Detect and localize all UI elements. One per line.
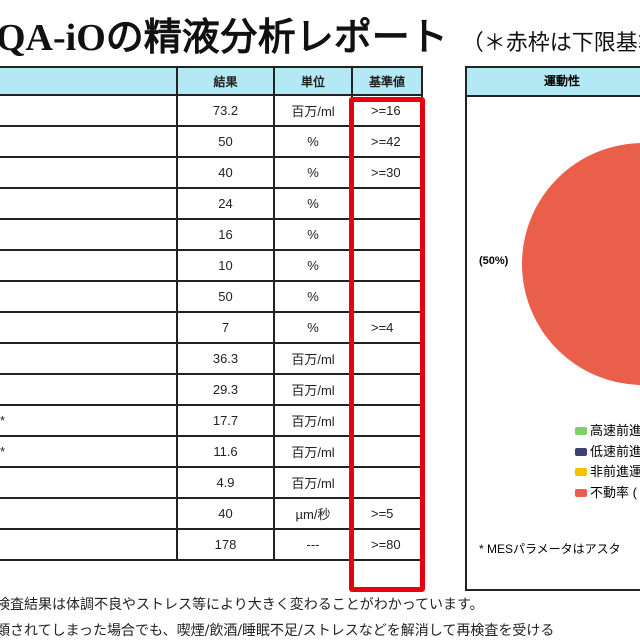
table-row: * 11.6 百万/ml <box>0 435 423 468</box>
cell-item <box>0 156 178 189</box>
page-title: QA-iOの精液分析レポート （＊赤枠は下限基準 <box>0 6 640 61</box>
cell-unit: 百万/ml <box>273 435 353 468</box>
cell-reference <box>351 404 423 437</box>
cell-item <box>0 373 178 406</box>
cell-item <box>0 187 178 220</box>
pie-slice-immotile <box>522 143 640 385</box>
cell-unit: % <box>273 280 353 313</box>
legend-label: 非前進運 <box>590 464 640 479</box>
cell-result: 16 <box>176 218 275 251</box>
cell-unit: % <box>273 156 353 189</box>
table-header-row: 結果 単位 基準値 <box>0 66 423 96</box>
cell-unit: % <box>273 187 353 220</box>
cell-result: 178 <box>176 528 275 561</box>
header-item <box>0 66 178 96</box>
pie-label: (50%) <box>479 255 509 267</box>
table-row: 7% >=4 <box>0 311 423 344</box>
footer-line: 検査結果は体調不良やストレス等により大きく変わることがわかっています。 <box>0 597 484 613</box>
cell-item: * <box>0 435 178 468</box>
cell-reference <box>351 218 423 251</box>
cell-unit: µm/秒 <box>273 497 353 530</box>
cell-result: 4.9 <box>176 466 275 499</box>
legend-swatch-icon <box>575 447 587 456</box>
cell-result: 10 <box>176 249 275 282</box>
cell-item <box>0 497 178 530</box>
table-row: 50% >=42 <box>0 125 423 158</box>
cell-unit: % <box>273 311 353 344</box>
cell-result: 73.2 <box>176 94 275 127</box>
legend-item: 非前進運 <box>575 461 640 480</box>
footer-line: 類されてしまった場合でも、喫煙/飲酒/睡眠不足/ストレスなどを解消して再検査を受… <box>0 623 555 639</box>
cell-unit: 百万/ml <box>273 342 353 375</box>
table-row: 16% <box>0 218 423 251</box>
header-reference: 基準値 <box>351 66 423 96</box>
cell-result: 7 <box>176 311 275 344</box>
cell-result: 11.6 <box>176 435 275 468</box>
table-row: * 17.7 百万/ml <box>0 404 423 437</box>
cell-unit: % <box>273 125 353 158</box>
cell-result: 50 <box>176 125 275 158</box>
table-row: 50% <box>0 280 423 313</box>
cell-unit: % <box>273 218 353 251</box>
table-row: 40% >=30 <box>0 156 423 189</box>
header-unit: 単位 <box>273 66 353 96</box>
legend-swatch-icon <box>575 488 587 497</box>
cell-result: 24 <box>176 187 275 220</box>
cell-unit: % <box>273 249 353 282</box>
cell-reference: >=30 <box>351 156 423 189</box>
legend-swatch-icon <box>575 427 587 435</box>
table-row: 178 --- >=80 <box>0 528 423 561</box>
legend-item: 不動率 ( <box>575 482 637 501</box>
cell-unit: 百万/ml <box>273 94 353 127</box>
legend-item: 低速前進 <box>575 441 640 460</box>
results-table: 結果 単位 基準値 73.2 百万/ml >=16 50% >=42 40% >=30 24%… <box>0 66 423 561</box>
legend-label: 不動率 ( <box>590 484 637 500</box>
cell-reference <box>351 373 423 406</box>
cell-item <box>0 280 178 313</box>
legend-swatch-icon <box>575 468 587 476</box>
legend-label: 高速前進 <box>590 423 640 438</box>
table-row: 24% <box>0 187 423 220</box>
chart-note: * MESパラメータはアスタ <box>479 542 621 556</box>
title-note: （＊赤枠は下限基準 <box>461 30 640 55</box>
cell-result: 36.3 <box>176 342 275 375</box>
cell-result: 29.3 <box>176 373 275 406</box>
title-text: QA-iOの精液分析レポート <box>0 17 448 59</box>
cell-item <box>0 311 178 344</box>
legend-item: 高速前進 <box>575 420 640 439</box>
cell-item <box>0 125 178 158</box>
table-row: 10% <box>0 249 423 282</box>
cell-unit: 百万/ml <box>273 466 353 499</box>
lower-limit-highlight <box>349 97 425 592</box>
cell-unit: 百万/ml <box>273 404 353 437</box>
cell-item <box>0 342 178 375</box>
cell-item <box>0 528 178 561</box>
cell-result: 40 <box>176 156 275 189</box>
cell-item <box>0 466 178 499</box>
cell-unit: --- <box>273 528 353 561</box>
cell-item <box>0 218 178 251</box>
header-result: 結果 <box>176 66 275 96</box>
cell-result: 17.7 <box>176 404 275 437</box>
cell-reference <box>351 466 423 499</box>
motility-chart: 運動性 (50%) 高速前進低速前進非前進運不動率 ( * MESパラメータはア… <box>465 66 640 591</box>
legend-label: 低速前進 <box>590 443 640 459</box>
table-row: 4.9 百万/ml <box>0 466 423 499</box>
cell-item <box>0 94 178 127</box>
cell-reference <box>351 435 423 468</box>
cell-item: * <box>0 404 178 437</box>
cell-unit: 百万/ml <box>273 373 353 406</box>
cell-item <box>0 249 178 282</box>
cell-reference <box>351 187 423 220</box>
cell-result: 50 <box>176 280 275 313</box>
chart-header: 運動性 <box>467 68 640 97</box>
cell-result: 40 <box>176 497 275 530</box>
table-row: 73.2 百万/ml >=16 <box>0 94 423 127</box>
table-row: 29.3 百万/ml <box>0 373 423 406</box>
